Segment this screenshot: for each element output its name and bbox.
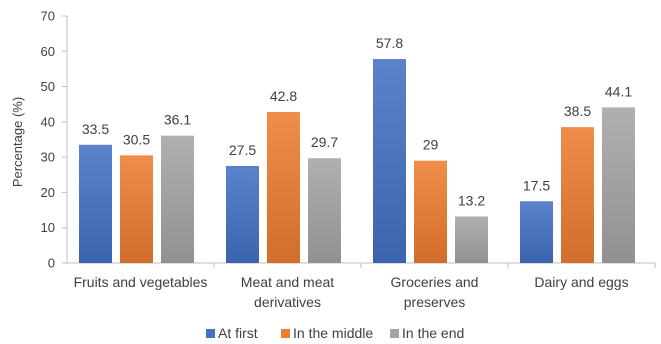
y-axis-label: Percentage (%) [10,97,25,187]
bar [602,107,635,263]
y-tick-label: 0 [48,256,55,271]
legend-label: In the middle [293,325,373,341]
bar-value-label: 57.8 [376,35,403,51]
bar [373,59,406,264]
bar [308,158,341,263]
bar [520,201,553,263]
bar-value-label: 36.1 [164,112,191,128]
bar-value-label: 29.7 [311,134,338,150]
legend-swatch [390,329,399,338]
bar-value-label: 30.5 [123,131,150,147]
category-label: preserves [404,294,465,310]
bar-value-label: 27.5 [229,142,256,158]
bar [161,135,194,263]
legend: At first In the middle In the end [206,325,464,341]
y-tick-label: 40 [41,114,55,129]
category-label: derivatives [254,294,321,310]
category-label: Fruits and vegetables [74,274,208,290]
y-tick-label: 70 [41,9,55,24]
bar [120,155,153,263]
bar-value-label: 29 [423,137,439,153]
bar [267,111,300,263]
bar [414,160,447,263]
bar [455,216,488,263]
y-tick-label: 20 [41,185,55,200]
y-tick-label: 50 [41,79,55,94]
bar [226,165,259,263]
y-tick-label: 60 [41,44,55,59]
bar-value-label: 33.5 [82,121,109,137]
category-label: Meat and meat [241,274,334,290]
legend-label: In the end [402,325,464,341]
legend-swatch [206,329,215,338]
category-label: Dairy and eggs [534,274,628,290]
bar [561,127,594,264]
legend-swatch [281,329,290,338]
value-labels: 33.5 30.5 36.1 27.5 42.8 29.7 57.8 29 13.2 17.5 38… [82,35,632,208]
bar [79,144,112,263]
category-labels: Fruits and vegetables Meat and meat deriva… [74,263,656,310]
bar-value-label: 13.2 [458,192,485,208]
bar-value-label: 17.5 [523,177,550,193]
bars [79,59,635,264]
legend-label: At first [218,325,258,341]
bar-value-label: 42.8 [270,88,297,104]
y-tick-label: 30 [41,150,55,165]
bar-value-label: 38.5 [564,103,591,119]
category-label: Groceries and [391,274,479,290]
y-tick-label: 10 [41,220,55,235]
bar-value-label: 44.1 [605,83,632,99]
